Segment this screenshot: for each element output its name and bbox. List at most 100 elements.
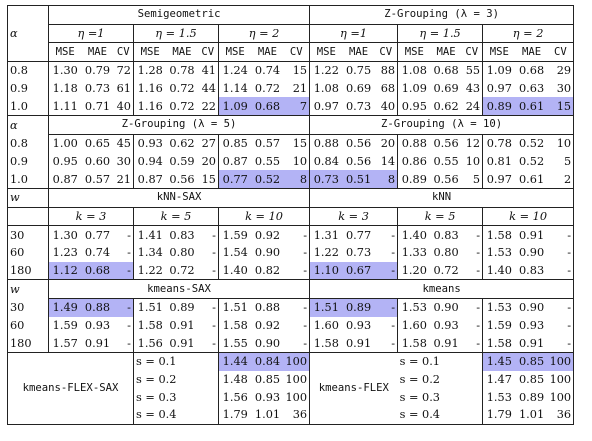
mae-value: 0.92 bbox=[254, 319, 281, 333]
row-label: 30 bbox=[7, 225, 49, 244]
sub-header: η =1 bbox=[48, 24, 134, 44]
row-label: 1.0 bbox=[7, 97, 49, 117]
mae-value: 0.93 bbox=[433, 319, 459, 333]
row-label: 60 bbox=[7, 316, 49, 335]
mse-value: 1.11 bbox=[48, 97, 82, 117]
cv-value: - bbox=[212, 228, 216, 242]
mae-value: 0.91 bbox=[518, 228, 545, 242]
mse-value: 1.58 bbox=[482, 225, 516, 244]
mse-value: 0.78 bbox=[482, 134, 516, 153]
mse-value: 1.22 bbox=[133, 261, 167, 281]
group-title: Z-Grouping (λ = 5) bbox=[47, 115, 310, 135]
mse-value: 1.56 bbox=[133, 334, 167, 354]
s-value: s = 0.4 bbox=[397, 406, 483, 425]
cv-value: - bbox=[197, 261, 219, 281]
mae-value: 0.90 bbox=[254, 246, 281, 260]
mse-value: 0.84 bbox=[309, 152, 343, 171]
mse-value: 1.23 bbox=[48, 243, 82, 262]
mae-value: 0.91 bbox=[166, 334, 198, 354]
sub-header: k = 10 bbox=[217, 207, 310, 227]
mse-value: 0.89 bbox=[397, 170, 431, 189]
table-row: 30 1.30 0.77-1.41 0.83-1.59 0.92-1.31 0.77-1.… bbox=[7, 225, 575, 244]
cv-value: 45 bbox=[116, 137, 131, 151]
mae-value: 0.91 bbox=[342, 334, 375, 354]
cv-value: - bbox=[476, 228, 481, 242]
mse-value: 1.40 bbox=[218, 261, 252, 281]
mse-value: 1.59 bbox=[48, 316, 82, 335]
mae-value: 0.51 bbox=[342, 170, 375, 189]
cv-value: - bbox=[303, 246, 308, 260]
mse-value: 1.47 bbox=[482, 370, 516, 389]
cv-value: 100 bbox=[547, 388, 575, 407]
mae-value: 0.52 bbox=[518, 137, 545, 151]
metric-header: MSE bbox=[48, 42, 82, 63]
flex-row: s = 0.3 1.56 0.93 100 s = 0.3 1.53 0.89 100 bbox=[8, 388, 575, 407]
mae-value: 0.92 bbox=[254, 228, 281, 242]
metric-header: MSE bbox=[133, 42, 167, 63]
mse-value: 1.22 bbox=[309, 243, 343, 262]
flex-sax-label: kmeans-FLEX-SAX bbox=[7, 352, 134, 425]
flex-label: kmeans-FLEX bbox=[309, 352, 398, 425]
table-row: 1.0 1.11 0.71 40 1.16 0.72 22 1.09 0.68 7 0.97 0.73… bbox=[7, 97, 575, 117]
mae-value: 0.60 bbox=[84, 154, 111, 168]
mse-value: 1.16 bbox=[133, 97, 167, 117]
metric-header: CV bbox=[461, 42, 483, 63]
mae-value: 0.56 bbox=[430, 170, 462, 189]
mae-value: 0.55 bbox=[433, 154, 459, 168]
cv-value: - bbox=[283, 334, 310, 354]
mse-value: 1.51 bbox=[309, 298, 343, 317]
s-value: s = 0.3 bbox=[133, 388, 219, 407]
mae-value: 0.59 bbox=[169, 154, 195, 168]
mae-value: 0.73 bbox=[84, 82, 111, 96]
cv-value: - bbox=[547, 298, 575, 317]
mse-value: 1.00 bbox=[48, 134, 82, 153]
mae-value: 0.74 bbox=[254, 64, 281, 78]
mse-value: 1.41 bbox=[133, 225, 167, 244]
table-row: 1.0 0.87 0.57 21 0.87 0.56 15 0.77 0.52 8 0.73 0.51… bbox=[7, 170, 575, 189]
mse-value: 1.59 bbox=[218, 225, 252, 244]
mse-value: 1.09 bbox=[482, 61, 516, 80]
row-variable-label: w bbox=[7, 279, 49, 299]
mae-value: 0.80 bbox=[433, 246, 459, 260]
mse-value: 1.20 bbox=[397, 261, 431, 281]
mse-value: 0.89 bbox=[482, 97, 516, 117]
row-label: 0.8 bbox=[7, 134, 49, 153]
cv-value: 8 bbox=[374, 170, 398, 189]
s-value: s = 0.4 bbox=[133, 406, 219, 425]
cv-value: - bbox=[391, 319, 396, 333]
metric-header: MSE bbox=[309, 42, 343, 63]
cv-value: 29 bbox=[547, 61, 575, 80]
mae-value: 0.71 bbox=[81, 97, 114, 117]
mae-value: 0.68 bbox=[518, 64, 545, 78]
mse-value: 0.87 bbox=[48, 170, 82, 189]
mse-value: 0.97 bbox=[482, 170, 516, 189]
cv-value: - bbox=[476, 319, 481, 333]
mae-value: 0.72 bbox=[166, 97, 198, 117]
group-title: kNN bbox=[309, 187, 575, 208]
mse-value: 1.30 bbox=[48, 225, 82, 244]
cv-value: 36 bbox=[283, 406, 310, 425]
cv-value: 22 bbox=[197, 97, 219, 117]
cv-value: 20 bbox=[201, 154, 216, 168]
mse-value: 1.14 bbox=[218, 79, 252, 98]
metric-header: MAE bbox=[81, 42, 114, 63]
cv-value: 40 bbox=[374, 97, 398, 117]
cv-value: 12 bbox=[465, 137, 481, 151]
s-value: s = 0.2 bbox=[133, 370, 219, 389]
cv-value: 55 bbox=[465, 64, 481, 78]
table-row: 60 1.59 0.93-1.58 0.91-1.58 0.92-1.60 0.93-1.… bbox=[7, 316, 575, 335]
row-variable-label: w bbox=[7, 187, 49, 208]
cv-value: - bbox=[113, 298, 134, 317]
mse-value: 0.73 bbox=[309, 170, 343, 189]
mse-value: 1.59 bbox=[482, 316, 516, 335]
mae-value: 0.56 bbox=[345, 154, 372, 168]
group-title: kmeans-SAX bbox=[47, 279, 310, 299]
mse-value: 0.95 bbox=[48, 152, 82, 171]
row-label: 60 bbox=[7, 243, 49, 262]
metric-header: CV bbox=[197, 42, 219, 63]
mae-value: 0.73 bbox=[342, 97, 375, 117]
table-row: 180 1.12 0.68-1.22 0.72-1.40 0.82-1.10 0.67-1… bbox=[7, 261, 575, 281]
mse-value: 1.33 bbox=[397, 243, 431, 262]
mse-value: 0.77 bbox=[218, 170, 252, 189]
